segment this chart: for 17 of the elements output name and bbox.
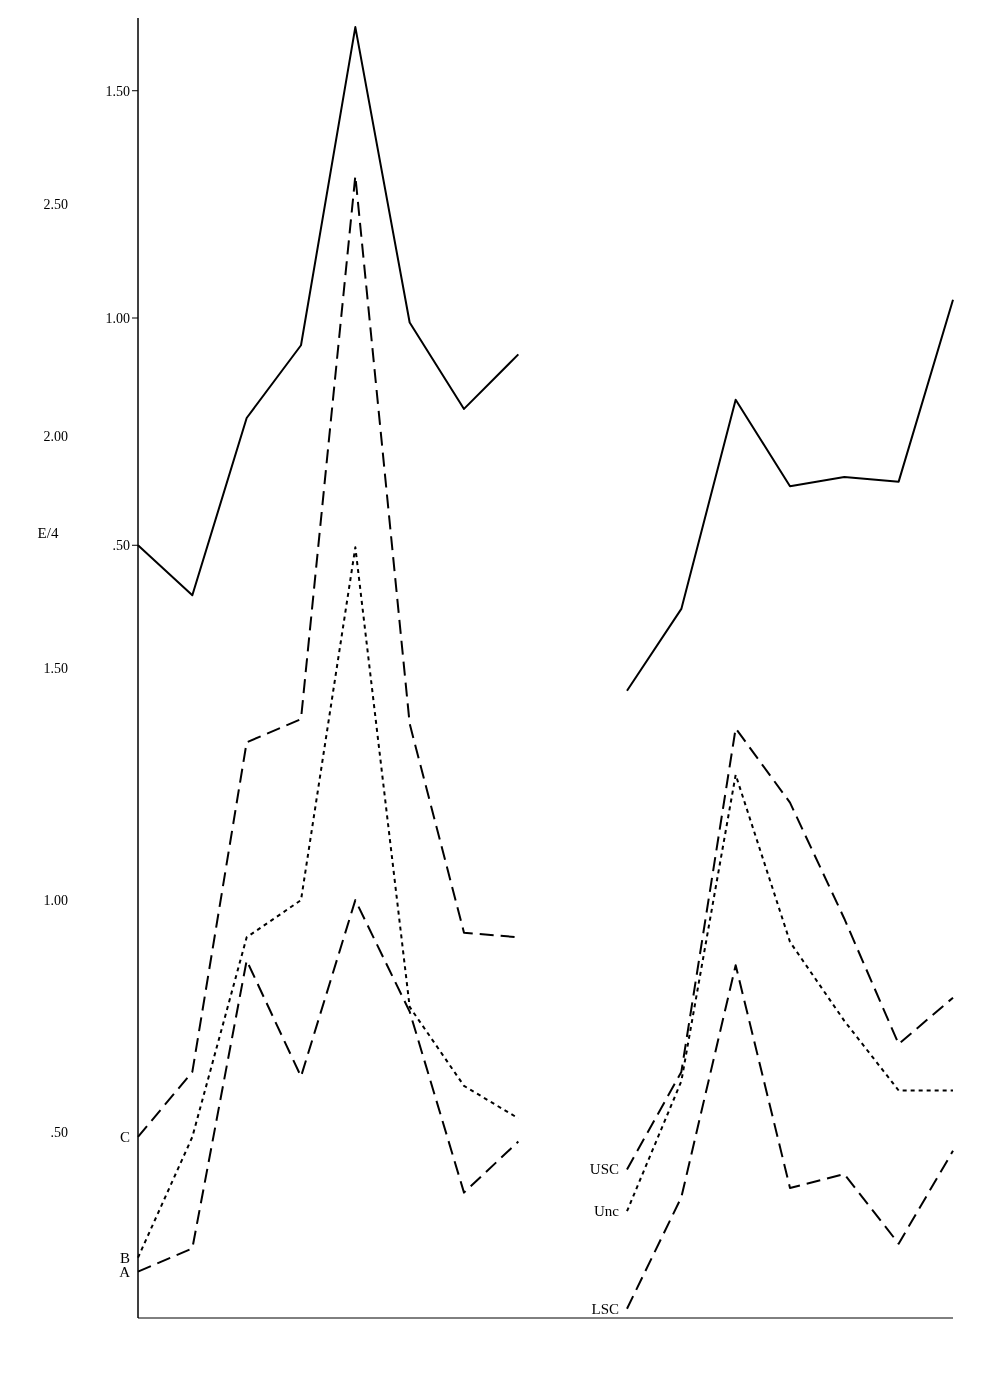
y-tick-label: 1.50 bbox=[105, 83, 130, 99]
series-label: USC bbox=[589, 1161, 619, 1178]
y-tick-label: 2.50 bbox=[43, 196, 68, 212]
series-label: Unc bbox=[594, 1203, 620, 1220]
y-tick-label: 2.00 bbox=[43, 428, 68, 444]
y-tick-label: .50 bbox=[112, 538, 130, 554]
series-label: C bbox=[119, 1128, 130, 1145]
y-tick-label: 1.50 bbox=[43, 660, 68, 676]
y-tick-label: 1.00 bbox=[43, 893, 68, 909]
y-axis-title: E/4 bbox=[37, 525, 59, 541]
series-label: A bbox=[119, 1263, 131, 1280]
series-label: LSC bbox=[591, 1300, 619, 1317]
y-tick-label: 1.00 bbox=[105, 310, 130, 326]
y-tick-label: .50 bbox=[50, 1125, 68, 1141]
line-series bbox=[626, 964, 954, 1310]
series-label: B bbox=[119, 1249, 130, 1266]
line-series bbox=[626, 298, 954, 692]
